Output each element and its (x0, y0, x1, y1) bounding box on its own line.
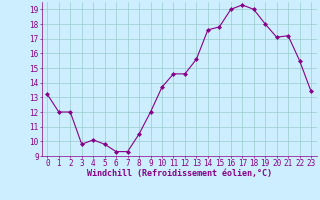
X-axis label: Windchill (Refroidissement éolien,°C): Windchill (Refroidissement éolien,°C) (87, 169, 272, 178)
